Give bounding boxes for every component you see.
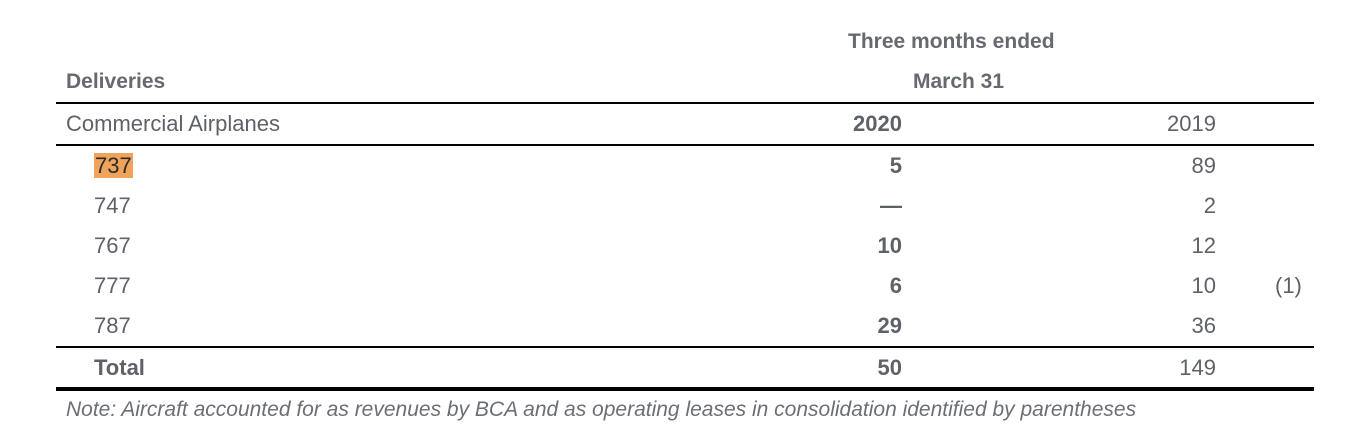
table-row-737-2019: 89: [1191, 153, 1216, 178]
table-row-787-2019: 36: [1191, 313, 1216, 338]
table-row-767-model: 767: [94, 233, 131, 258]
table-row-777-2019: 10: [1191, 273, 1216, 298]
highlighted-model: 737: [94, 153, 133, 178]
table-row-747-model: 747: [94, 193, 131, 218]
table-row-777-model: 777: [94, 273, 131, 298]
table-row-767-2019: 12: [1191, 233, 1216, 258]
year-prior: 2019: [1167, 111, 1216, 136]
table-row-737-2020: 5: [889, 153, 902, 178]
deliveries-heading: Deliveries: [66, 70, 166, 93]
segment-label: Commercial Airplanes: [66, 111, 280, 136]
table-row-737-model: 737: [94, 153, 133, 179]
table-row-787-model: 787: [94, 313, 131, 338]
period-header-line2: March 31: [913, 70, 1005, 93]
total-label: Total: [94, 355, 145, 380]
total-rule: [56, 346, 1314, 348]
header-rule: [56, 102, 1314, 104]
total-2020: 50: [877, 355, 902, 380]
total-2019: 149: [1179, 355, 1216, 380]
table-row-747-2020: —: [880, 193, 902, 218]
footnote: Note: Aircraft accounted for as revenues…: [66, 398, 1137, 421]
year-current: 2020: [853, 111, 902, 136]
table-row-787-2020: 29: [877, 313, 902, 338]
table-row-777-2020: 6: [889, 273, 902, 298]
table-row-777-lease: (1): [1275, 273, 1302, 298]
table-row-767-2020: 10: [877, 233, 902, 258]
bottom-rule: [56, 387, 1314, 391]
period-header-line1: Three months ended: [848, 30, 1055, 53]
table-row-747-2019: 2: [1203, 193, 1216, 218]
subheader-rule: [56, 144, 1314, 146]
